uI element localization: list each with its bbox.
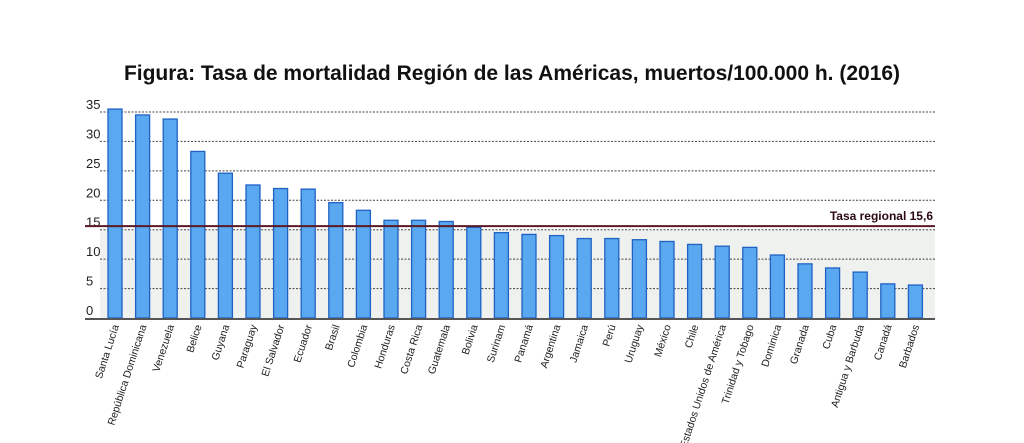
x-tick-label: Venezuela: [150, 323, 177, 374]
bar: [410, 219, 427, 319]
y-tick-label: 30: [86, 126, 100, 141]
bar: [134, 114, 151, 319]
bar: [686, 243, 703, 319]
x-tick-label: Granada: [788, 323, 812, 366]
bar: [383, 219, 399, 319]
x-tick-label: Santa Lucía: [93, 323, 122, 380]
bar: [190, 150, 206, 319]
x-tick-label: Paraguay: [235, 323, 261, 370]
x-tick-label: Barbados: [897, 323, 922, 369]
bar: [107, 108, 123, 319]
bar: [852, 271, 868, 319]
bar: [272, 187, 289, 319]
x-tick-label: Guyana: [209, 323, 232, 362]
x-tick-label: Chile: [683, 323, 702, 350]
y-tick-label: 25: [86, 156, 100, 171]
bar: [438, 220, 454, 319]
bar: [521, 233, 537, 319]
bar: [824, 267, 841, 319]
below-average-band: [100, 229, 935, 318]
bar: [742, 246, 758, 319]
x-tick-label: Dominica: [759, 323, 784, 368]
bar: [631, 239, 648, 319]
x-tick-label: Cuba: [820, 323, 839, 351]
bar: [797, 263, 813, 319]
bar: [217, 172, 234, 319]
x-tick-label: Bolivia: [460, 323, 481, 356]
y-tick-label: 20: [86, 185, 100, 200]
x-tick-label: Colombia: [345, 323, 370, 369]
x-tick-label: Belice: [184, 323, 204, 354]
bar: [300, 188, 316, 319]
bar: [245, 184, 261, 319]
bar: [466, 226, 482, 319]
x-tick-label: Guatemala: [426, 323, 453, 376]
x-tick-label: Argentina: [538, 323, 563, 370]
x-tick-label: Perú: [600, 323, 618, 348]
x-tick-label: Jamaica: [568, 323, 592, 364]
x-tick-label: Honduras: [372, 323, 397, 370]
bar: [769, 254, 786, 319]
x-tick-label: Costa Rica: [398, 323, 425, 376]
x-tick-label: El Salvador: [259, 323, 287, 378]
bar: [548, 234, 565, 319]
y-tick-label: 5: [86, 274, 93, 289]
y-tick-label: 10: [86, 244, 100, 259]
bar: [659, 240, 675, 319]
x-tick-label: Canadá: [872, 323, 895, 362]
x-tick-label: México: [652, 323, 674, 358]
y-tick-label: 0: [86, 303, 93, 318]
y-tick-label: 15: [86, 215, 100, 230]
bar: [162, 118, 178, 319]
chart-title: Figura: Tasa de mortalidad Región de las…: [123, 62, 901, 85]
x-tick-label: Panamá: [512, 323, 536, 364]
bar: [493, 232, 510, 319]
y-tick-label: 35: [86, 97, 100, 112]
bar: [604, 237, 620, 319]
bar: [714, 245, 730, 319]
bar: [880, 283, 896, 319]
x-tick-label: Ecuador: [292, 323, 316, 364]
bar: [328, 201, 344, 319]
x-tick-label: Brasil: [323, 323, 343, 352]
bar: [907, 284, 924, 319]
bar: [576, 237, 592, 319]
x-tick-label: Uruguay: [623, 323, 647, 365]
regional-rate-label: Tasa regional 15,6: [830, 209, 933, 223]
x-tick-label: Surinam: [485, 323, 509, 364]
